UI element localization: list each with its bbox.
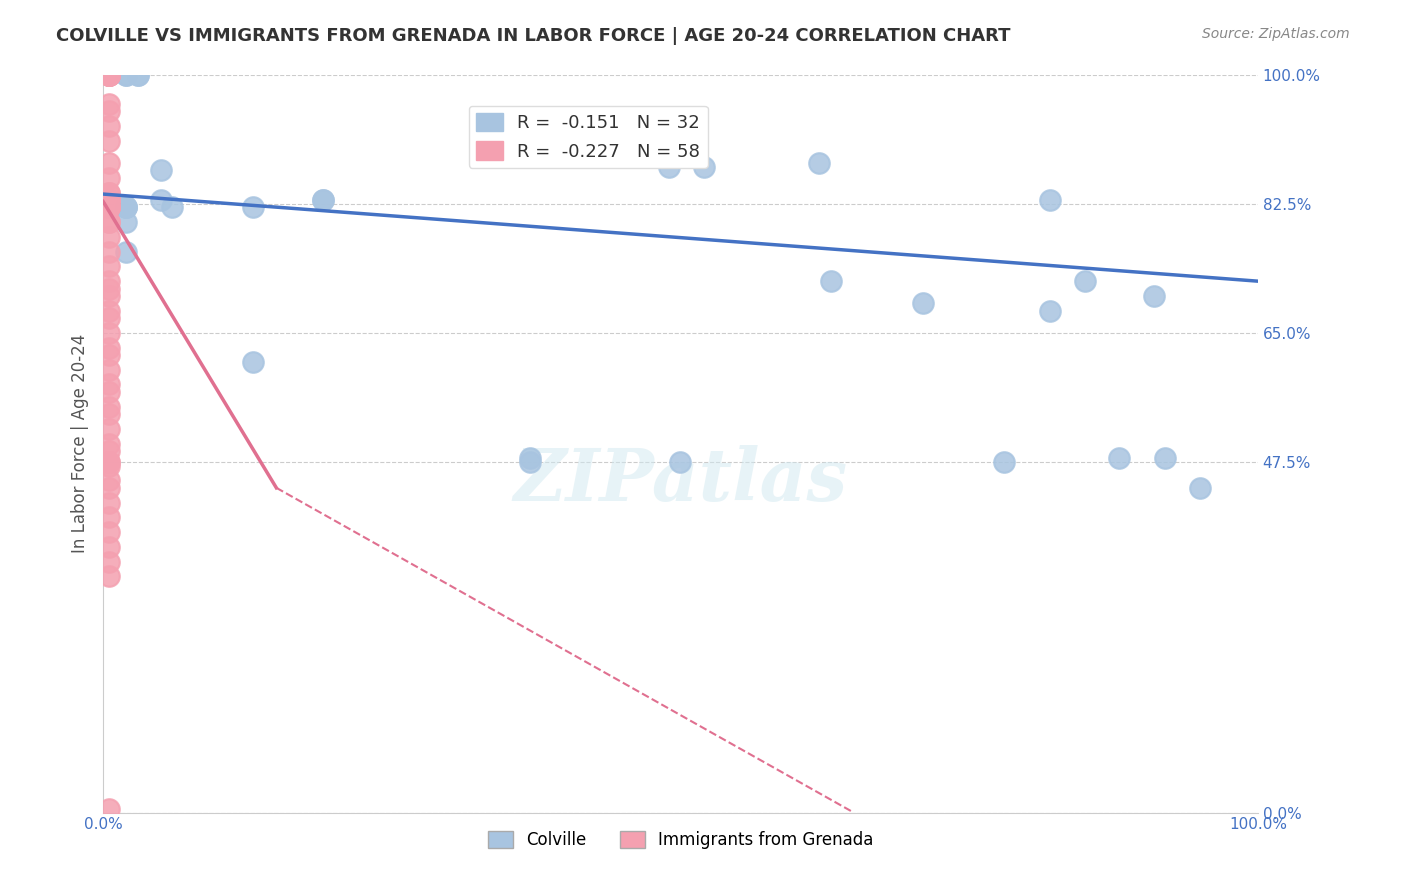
Point — [149, 163, 172, 178]
Point — [97, 68, 120, 82]
Point — [820, 274, 842, 288]
Point — [97, 289, 120, 303]
Y-axis label: In Labor Force | Age 20-24: In Labor Force | Age 20-24 — [72, 334, 89, 553]
Point — [97, 377, 120, 392]
Point — [97, 68, 120, 82]
Point — [115, 215, 138, 229]
Point — [97, 104, 120, 119]
Point — [1108, 451, 1130, 466]
Point — [97, 455, 120, 469]
Point — [97, 540, 120, 554]
Point — [1039, 303, 1062, 318]
Point — [658, 160, 681, 174]
Point — [97, 444, 120, 458]
Point — [97, 193, 120, 207]
Point — [97, 341, 120, 355]
Point — [97, 481, 120, 495]
Point — [97, 281, 120, 295]
Point — [97, 156, 120, 170]
Point — [97, 119, 120, 133]
Point — [115, 200, 138, 214]
Point — [311, 193, 333, 207]
Point — [149, 193, 172, 207]
Point — [97, 193, 120, 207]
Point — [808, 156, 831, 170]
Point — [127, 68, 149, 82]
Point — [993, 455, 1015, 469]
Point — [1143, 289, 1166, 303]
Point — [1154, 451, 1177, 466]
Point — [97, 260, 120, 274]
Text: Source: ZipAtlas.com: Source: ZipAtlas.com — [1202, 27, 1350, 41]
Point — [97, 458, 120, 473]
Point — [97, 193, 120, 207]
Point — [1189, 481, 1212, 495]
Point — [97, 230, 120, 244]
Text: ZIPatlas: ZIPatlas — [513, 445, 848, 516]
Point — [97, 68, 120, 82]
Point — [97, 97, 120, 112]
Point — [97, 200, 120, 214]
Point — [242, 355, 264, 369]
Point — [115, 68, 138, 82]
Point — [97, 186, 120, 200]
Text: COLVILLE VS IMMIGRANTS FROM GRENADA IN LABOR FORCE | AGE 20-24 CORRELATION CHART: COLVILLE VS IMMIGRANTS FROM GRENADA IN L… — [56, 27, 1011, 45]
Point — [97, 362, 120, 376]
Point — [519, 451, 541, 466]
Point — [97, 348, 120, 362]
Point — [1039, 193, 1062, 207]
Point — [97, 200, 120, 214]
Point — [519, 455, 541, 469]
Point — [97, 436, 120, 450]
Point — [97, 274, 120, 288]
Point — [97, 186, 120, 200]
Point — [97, 244, 120, 259]
Point — [97, 495, 120, 509]
Point — [97, 200, 120, 214]
Point — [97, 193, 120, 207]
Point — [97, 68, 120, 82]
Point — [692, 160, 714, 174]
Point — [97, 802, 120, 816]
Point — [911, 296, 934, 310]
Point — [97, 215, 120, 229]
Point — [97, 68, 120, 82]
Point — [97, 400, 120, 414]
Point — [97, 170, 120, 185]
Point — [97, 569, 120, 583]
Point — [97, 193, 120, 207]
Point — [97, 474, 120, 488]
Point — [127, 68, 149, 82]
Point — [97, 68, 120, 82]
Point — [311, 193, 333, 207]
Point — [97, 134, 120, 148]
Point — [162, 200, 184, 214]
Point — [115, 200, 138, 214]
Point — [97, 311, 120, 326]
Point — [115, 68, 138, 82]
Point — [97, 422, 120, 436]
Point — [669, 455, 692, 469]
Point — [97, 407, 120, 421]
Legend: R =  -0.151   N = 32, R =  -0.227   N = 58: R = -0.151 N = 32, R = -0.227 N = 58 — [468, 105, 707, 168]
Point — [97, 525, 120, 540]
Point — [97, 200, 120, 214]
Point — [97, 68, 120, 82]
Point — [115, 244, 138, 259]
Point — [97, 200, 120, 214]
Point — [115, 200, 138, 214]
Point — [242, 200, 264, 214]
Point — [97, 455, 120, 469]
Point — [97, 303, 120, 318]
Point — [1073, 274, 1095, 288]
Point — [97, 384, 120, 399]
Point — [97, 215, 120, 229]
Point — [97, 326, 120, 340]
Point — [97, 510, 120, 524]
Point — [97, 555, 120, 569]
